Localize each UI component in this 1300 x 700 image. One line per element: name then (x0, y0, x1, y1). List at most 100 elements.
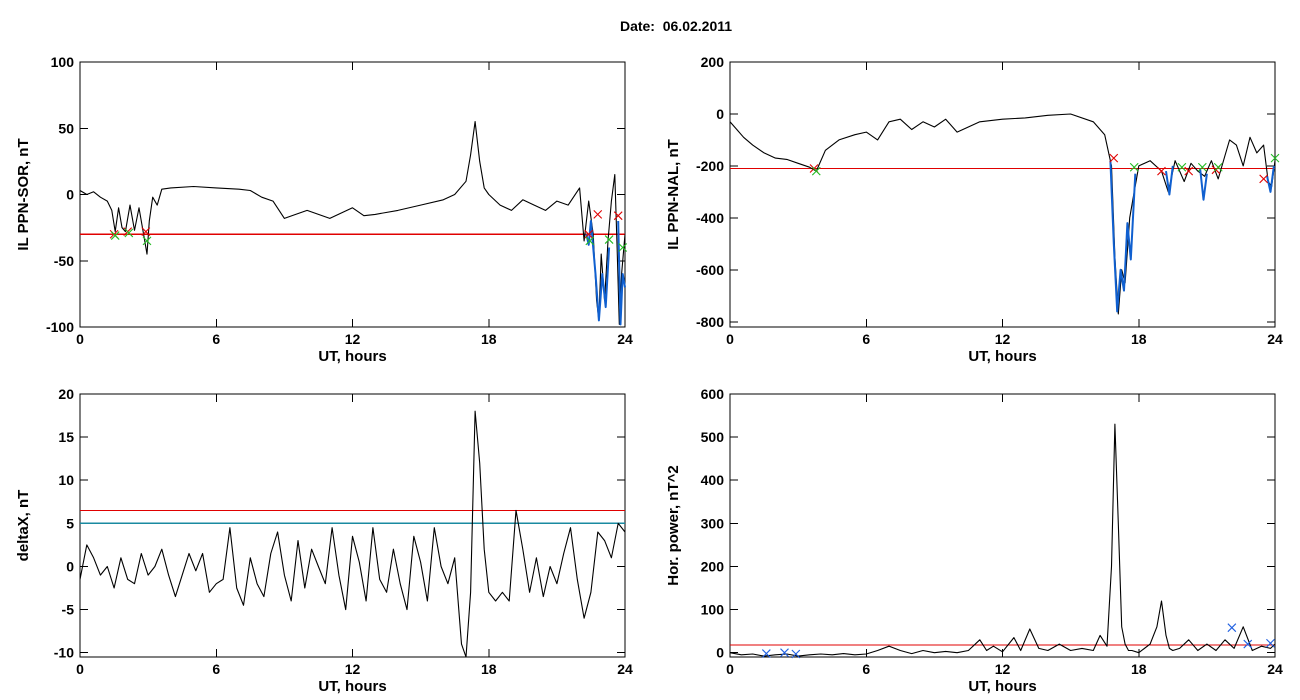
x-tick-label: 6 (212, 661, 220, 677)
x-tick-label: 0 (76, 661, 84, 677)
cross-marker-stroke (142, 236, 152, 246)
y-axis-label: Hor. power, nT^2 (665, 465, 682, 585)
y-tick-label: -600 (696, 262, 724, 278)
cross-marker (1109, 153, 1119, 163)
cross-marker-stroke (1109, 153, 1119, 163)
y-tick-label: 5 (66, 515, 74, 531)
y-ticks: -10 -5 0 5 10 15 20 (54, 386, 625, 661)
cross-marker-stroke (618, 243, 628, 252)
cross-marker-stroke (811, 166, 821, 176)
y-tick-label: 10 (58, 472, 74, 488)
y-tick-label: -400 (696, 210, 724, 226)
plot-frame (79, 393, 626, 658)
y-axis-label: IL PPN-NAL, nT (665, 139, 682, 250)
y-tick-label: 600 (701, 386, 725, 402)
y-tick-label: 500 (701, 429, 725, 445)
cross-marker-stroke (604, 235, 614, 244)
x-tick-label: 6 (862, 661, 870, 677)
cross-marker (1227, 623, 1237, 633)
y-tick-label: 200 (701, 54, 725, 70)
y-tick-label: -50 (54, 253, 74, 269)
plot-frame (729, 61, 1276, 328)
thresholds (80, 509, 625, 524)
x-tick-label: 24 (617, 331, 633, 347)
y-tick-label: -800 (696, 314, 724, 330)
cross-marker (1266, 638, 1275, 648)
cross-marker (1184, 166, 1194, 176)
cross-marker-stroke (1184, 166, 1194, 176)
markers (809, 153, 1280, 184)
y-tick-label: 0 (66, 187, 74, 203)
series (729, 113, 1276, 315)
cross-marker (110, 231, 120, 240)
x-tick-label: 0 (726, 661, 734, 677)
cross-marker-stroke (1266, 638, 1275, 648)
y-tick-label: 0 (716, 106, 724, 122)
cross-marker (811, 166, 821, 176)
substorm-segment (1165, 165, 1174, 196)
cross-marker-stroke (1177, 162, 1187, 172)
y-tick-label: 300 (701, 515, 725, 531)
cross-marker (1213, 162, 1223, 172)
y-tick-label: 50 (58, 120, 74, 136)
y-tick-label: 200 (701, 558, 725, 574)
cross-marker-stroke (124, 228, 134, 238)
x-tick-label: 12 (345, 331, 361, 347)
series-line (729, 423, 1276, 657)
cross-marker-stroke (791, 649, 801, 659)
cross-marker (1157, 166, 1166, 176)
cross-marker (613, 211, 623, 221)
y-tick-label: 400 (701, 472, 725, 488)
y-ticks: 0 100 200 300 400 500 600 (701, 386, 1275, 661)
y-tick-label: -5 (62, 602, 75, 618)
plot-frame (729, 393, 1276, 658)
plot-panel: -10 -5 0 5 10 15 20 0 6 12 18 24 UT, hours deltaX,… (15, 386, 633, 695)
cross-marker-stroke (780, 648, 789, 658)
markers (109, 209, 628, 252)
cross-marker (761, 649, 771, 658)
cross-marker (141, 227, 151, 236)
plot-panel: -100 -50 0 50 100 0 6 12 18 24 UT, hours IL PPN-… (15, 54, 633, 365)
y-axis-label: IL PPN-SOR, nT (15, 138, 32, 250)
x-tick-label: 18 (481, 661, 497, 677)
substorm-segment (1199, 168, 1208, 201)
x-tick-label: 12 (995, 661, 1011, 677)
x-tick-label: 18 (481, 331, 497, 347)
y-ticks: -100 -50 0 50 100 (46, 54, 625, 335)
substorm-segment (617, 220, 626, 326)
x-tick-label: 18 (1131, 331, 1147, 347)
plot-panel: 0 100 200 300 400 500 600 0 6 12 18 24 UT, hours H… (665, 386, 1283, 695)
cross-marker (124, 228, 134, 238)
cross-marker (142, 236, 152, 246)
substorm-segment (1266, 165, 1275, 193)
y-tick-label: 0 (66, 558, 74, 574)
x-tick-label: 24 (617, 661, 633, 677)
markers (761, 623, 1275, 659)
plot-frame (79, 61, 626, 328)
x-axis-label: UT, hours (318, 678, 386, 695)
page-title: Date: 06.02.2011 (619, 18, 733, 34)
y-tick-label: 100 (701, 602, 725, 618)
x-tick-label: 18 (1131, 661, 1147, 677)
x-axis-label: UT, hours (968, 678, 1036, 695)
cross-marker (780, 648, 789, 658)
x-axis-label: UT, hours (318, 348, 386, 365)
x-tick-label: 12 (345, 661, 361, 677)
x-tick-label: 0 (726, 331, 734, 347)
series-line (79, 410, 626, 658)
cross-marker-stroke (613, 211, 623, 221)
cross-marker (604, 235, 614, 244)
x-ticks: 0 6 12 18 24 (76, 62, 633, 347)
y-tick-label: -10 (54, 645, 74, 661)
cross-marker (1270, 153, 1280, 163)
y-tick-label: 100 (51, 54, 75, 70)
cross-marker (1259, 174, 1269, 184)
cross-marker (791, 649, 801, 659)
cross-marker-stroke (141, 227, 151, 236)
y-axis-label: deltaX, nT (15, 490, 32, 562)
x-tick-label: 0 (76, 331, 84, 347)
series (79, 121, 626, 326)
cross-marker-stroke (1197, 162, 1207, 172)
